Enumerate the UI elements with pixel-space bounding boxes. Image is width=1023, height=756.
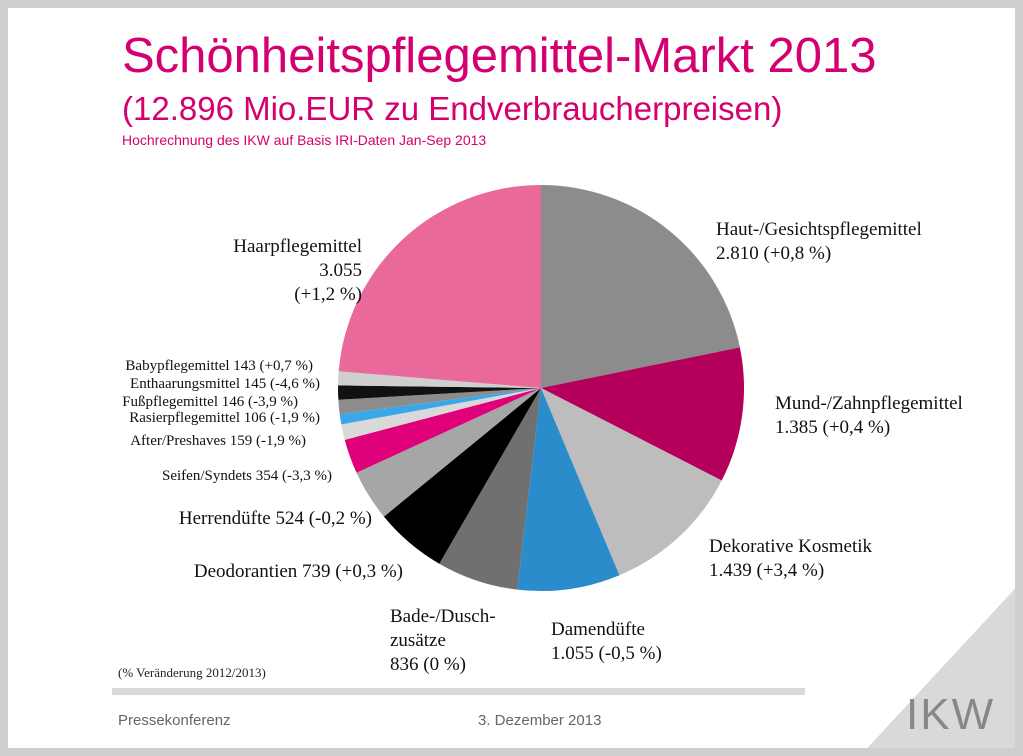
slide: Schönheitspflegemittel-Markt 2013 (12.89… <box>8 8 1015 748</box>
slice-label: Damendüfte 1.055 (-0,5 %) <box>551 618 662 666</box>
slice-label: Herrendüfte 524 (-0,2 %) <box>179 507 372 531</box>
label-value: 2.810 <box>716 243 759 264</box>
label-name: Bade-/Dusch-zusätze <box>390 606 496 651</box>
footer-bar <box>112 688 805 695</box>
label-change: (0 %) <box>423 654 466 675</box>
label-value: 836 <box>390 654 419 675</box>
label-name: Haarpflegemittel <box>233 236 362 257</box>
label-name: Enthaarungsmittel <box>130 376 241 392</box>
pie-slice <box>338 388 541 415</box>
pie-slice <box>541 388 722 576</box>
label-value: 146 <box>221 394 245 410</box>
pie-slice <box>541 185 740 388</box>
slice-label: Mund-/Zahnpflegemittel 1.385 (+0,4 %) <box>775 392 963 440</box>
pie-chart <box>112 185 1015 748</box>
slice-label: Bade-/Dusch-zusätze 836 (0 %) <box>390 605 512 677</box>
title: Schönheitspflegemittel-Markt 2013 <box>122 29 877 83</box>
label-change: (-0,5 %) <box>598 643 662 664</box>
label-value: 524 <box>275 508 304 529</box>
slice-label: After/Preshaves 159 (-1,9 %) <box>130 433 306 450</box>
label-value: 1.385 <box>775 417 818 438</box>
slice-label: Seifen/Syndets 354 (-3,3 %) <box>162 468 332 485</box>
label-name: After/Preshaves <box>130 433 227 449</box>
label-name: Haut-/Gesichtspflegemittel <box>716 219 922 240</box>
slice-label: Haarpflegemittel 3.055 (+1,2 %) <box>233 235 362 307</box>
label-change: (+3,4 %) <box>756 560 825 581</box>
label-value: 159 <box>229 433 253 449</box>
pie-slice <box>339 388 541 425</box>
label-name: Mund-/Zahnpflegemittel <box>775 393 963 414</box>
slice-label: Rasierpflegemittel 106 (-1,9 %) <box>129 410 320 427</box>
slice-label: Deodorantien 739 (+0,3 %) <box>194 560 403 584</box>
pie-slice <box>338 185 541 388</box>
label-change: (-3,3 %) <box>282 468 332 484</box>
slice-label: Haut-/Gesichtspflegemittel 2.810 (+0,8 %) <box>716 218 922 266</box>
footer-date: 3. Dezember 2013 <box>478 712 602 729</box>
label-change: (-4,6 %) <box>270 376 320 392</box>
label-name: Fußpflegemittel <box>122 394 219 410</box>
logo: IKW <box>906 690 996 739</box>
corner-shape <box>867 588 1015 748</box>
label-change: (+0,7 %) <box>259 358 313 374</box>
label-value: 145 <box>243 376 267 392</box>
label-change: (+0,4 %) <box>822 417 891 438</box>
label-value: 143 <box>233 358 256 374</box>
label-change: (-3,9 %) <box>248 394 298 410</box>
label-name: Seifen/Syndets <box>162 468 253 484</box>
pie-slice <box>344 388 541 473</box>
pie-slice <box>383 388 541 564</box>
subtitle: (12.896 Mio.EUR zu Endverbraucherpreisen… <box>122 90 783 127</box>
slice-label: Enthaarungsmittel 145 (-4,6 %) <box>130 376 320 393</box>
label-value: 106 <box>243 410 267 426</box>
label-value: 1.439 <box>709 560 752 581</box>
pie-slice <box>356 388 541 517</box>
label-name: Herrendüfte <box>178 508 271 529</box>
slice-label: Fußpflegemittel 146 (-3,9 %) <box>122 394 298 411</box>
pie-slice <box>338 371 541 388</box>
label-name: Deodorantien <box>193 561 298 582</box>
pie-slice <box>541 347 744 481</box>
label-change: (+1,2 %) <box>294 284 362 305</box>
pie-slice <box>338 385 541 400</box>
footer-left: Pressekonferenz <box>118 712 231 729</box>
label-change: (+0,3 %) <box>335 561 403 582</box>
label-name: Rasierpflegemittel <box>129 410 241 426</box>
source: Hochrechnung des IKW auf Basis IRI-Daten… <box>122 132 487 148</box>
label-value: 354 <box>255 468 279 484</box>
label-value: 3.055 <box>319 260 362 281</box>
label-name: Babypflegemittel <box>125 358 230 374</box>
label-change: (+0,8 %) <box>763 243 832 264</box>
label-value: 739 <box>302 561 331 582</box>
slice-label: Babypflegemittel 143 (+0,7 %) <box>125 358 313 375</box>
note: (% Veränderung 2012/2013) <box>118 665 266 680</box>
pie-slice <box>439 388 541 590</box>
label-change: (-1,9 %) <box>256 433 306 449</box>
slice-label: Dekorative Kosmetik 1.439 (+3,4 %) <box>709 535 872 583</box>
label-change: (-1,9 %) <box>270 410 320 426</box>
pie-slice <box>341 388 541 440</box>
label-value: 1.055 <box>551 643 594 664</box>
pie-slice <box>517 388 620 592</box>
label-name: Damendüfte <box>551 619 645 640</box>
label-change: (-0,2 %) <box>308 508 372 529</box>
label-name: Dekorative Kosmetik <box>709 536 873 557</box>
